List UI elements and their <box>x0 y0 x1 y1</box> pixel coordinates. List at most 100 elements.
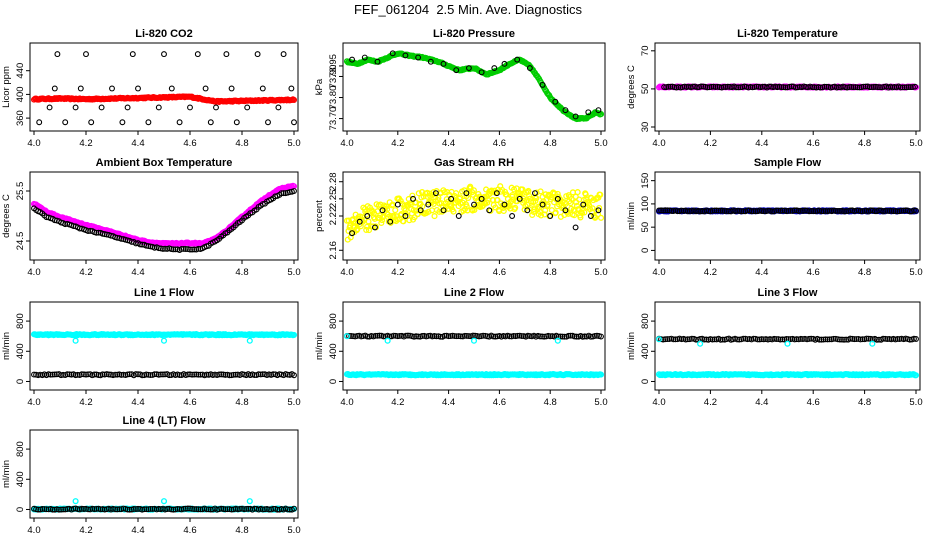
data-point <box>124 371 131 378</box>
x-tick-label: 4.2 <box>391 397 404 408</box>
x-tick-label: 4.0 <box>27 138 40 149</box>
data-point <box>222 371 229 378</box>
data-point <box>189 505 196 512</box>
x-tick-label: 4.8 <box>858 138 871 149</box>
data-point <box>465 333 472 339</box>
data-point <box>203 506 210 513</box>
x-tick-label: 4.6 <box>807 138 820 149</box>
data-point <box>213 104 219 111</box>
y-tick-label: 2.16 <box>328 241 339 259</box>
data-point <box>752 208 759 215</box>
data-point <box>257 371 264 378</box>
data-point <box>901 84 908 91</box>
data-point <box>354 226 361 233</box>
data-point <box>552 209 559 216</box>
data-point <box>290 331 298 339</box>
data-point <box>60 371 67 378</box>
data-point <box>151 371 158 378</box>
data-point <box>471 206 478 214</box>
data-point <box>705 208 712 215</box>
x-tick-label: 4.0 <box>652 267 665 278</box>
data-point <box>161 51 167 58</box>
data-point <box>274 506 281 513</box>
data-point <box>291 505 297 512</box>
series-layer <box>30 498 298 513</box>
data-point <box>216 371 223 378</box>
data-point <box>910 335 917 342</box>
data-point <box>847 335 854 342</box>
data-point <box>406 217 413 224</box>
x-tick-label: 4.0 <box>340 138 353 149</box>
x-tick-label: 4.0 <box>340 267 353 278</box>
data-point <box>500 207 507 215</box>
data-point <box>178 246 185 252</box>
data-point <box>168 85 175 92</box>
y-tick-label: 25.5 <box>15 182 26 201</box>
data-point <box>595 207 602 214</box>
data-point <box>792 84 799 91</box>
data-point <box>132 371 139 378</box>
plot-frame <box>654 42 921 132</box>
x-tick-label: 4.8 <box>544 138 557 149</box>
data-point <box>672 336 679 343</box>
data-point <box>866 84 873 91</box>
data-point <box>182 505 189 512</box>
data-point <box>402 332 409 339</box>
data-point <box>195 371 202 378</box>
data-point <box>155 371 162 378</box>
y-tick-label: 0 <box>640 379 651 384</box>
data-point <box>109 85 115 92</box>
data-point <box>349 56 356 63</box>
data-point <box>734 207 741 214</box>
data-point <box>88 119 95 126</box>
data-point <box>451 333 458 339</box>
data-point <box>184 505 191 512</box>
data-point <box>47 371 54 378</box>
data-point <box>387 218 394 225</box>
panel-title: Line 4 (LT) Flow <box>123 415 206 427</box>
x-tick-label: 5.0 <box>287 397 300 408</box>
data-point <box>78 371 85 378</box>
y-tick-label: 400 <box>15 471 26 487</box>
x-tick-label: 4.0 <box>652 138 665 149</box>
data-point <box>51 85 58 92</box>
x-tick-label: 4.0 <box>27 525 40 536</box>
y-tick-label: 50 <box>640 222 651 233</box>
data-point <box>907 84 914 91</box>
data-point <box>882 207 889 214</box>
data-point <box>471 201 477 208</box>
data-point <box>455 213 462 219</box>
panel-title: Li-820 Temperature <box>737 28 838 40</box>
y-tick-label: 440 <box>15 63 26 79</box>
data-point <box>222 506 229 513</box>
data-point <box>168 506 175 513</box>
data-point <box>708 83 715 90</box>
x-tick-label: 4.2 <box>391 267 404 278</box>
data-point <box>80 506 87 512</box>
data-point <box>51 371 58 378</box>
data-point <box>74 371 81 378</box>
data-point <box>478 69 485 76</box>
data-point <box>784 340 791 347</box>
data-point <box>859 336 866 343</box>
data-point <box>415 54 422 61</box>
y-tick-label: 2.25 <box>328 190 339 209</box>
data-point <box>865 335 872 342</box>
data-point <box>440 207 447 214</box>
data-point <box>85 228 92 234</box>
data-point <box>97 506 104 513</box>
data-point <box>740 208 747 215</box>
data-point <box>184 371 191 378</box>
data-point <box>494 197 501 204</box>
data-point <box>562 207 569 214</box>
data-point <box>259 85 266 92</box>
data-point <box>77 85 84 92</box>
x-tick-label: 4.6 <box>183 525 196 536</box>
data-point <box>758 336 765 343</box>
data-point <box>465 65 472 72</box>
data-point <box>49 371 56 378</box>
y-tick-label: 73.95 <box>328 54 339 78</box>
y-axis-label: percent <box>314 200 325 232</box>
data-point <box>576 196 583 203</box>
data-point <box>574 189 581 196</box>
